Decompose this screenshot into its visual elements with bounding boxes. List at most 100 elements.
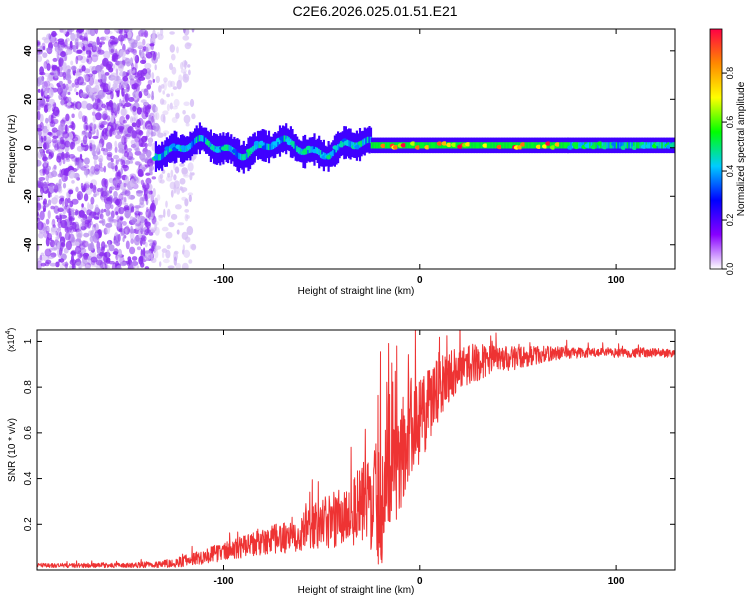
heatmap-cell [57, 207, 64, 213]
heatmap-cell [146, 84, 151, 90]
heatmap-cell [100, 147, 106, 152]
heatmap-cell [39, 98, 46, 108]
heatmap-cell [45, 47, 53, 53]
heatmap-cell [179, 178, 186, 185]
heatmap-cell [124, 57, 131, 64]
heatmap-cell [114, 232, 119, 241]
heatmap-cell [47, 73, 52, 83]
heatmap-cell [493, 142, 496, 149]
heatmap-cell [86, 103, 93, 111]
heatmap-cell [283, 135, 286, 142]
heatmap-cell [101, 103, 106, 109]
heatmap-cell [78, 43, 84, 48]
heatmap-cell [140, 59, 147, 64]
heatmap-cell [435, 142, 438, 149]
heatmap-cell [596, 142, 600, 149]
heatmap-cell [37, 221, 44, 231]
heatmap-cell [71, 198, 79, 205]
heatmap-cell [182, 110, 186, 115]
heatmap-cell [37, 179, 44, 189]
heatmap-cell [70, 60, 74, 66]
spectrogram-frame [36, 28, 676, 270]
heatmap-cell [524, 142, 527, 149]
heatmap-cell [109, 216, 114, 224]
heatmap-cell [239, 153, 242, 160]
heatmap-cell [568, 142, 571, 149]
heatmap-cell [625, 142, 628, 149]
heatmap-cell [37, 150, 43, 159]
spectrogram-marks [37, 29, 675, 269]
heatmap-cell [47, 131, 52, 136]
heatmap-cell [42, 128, 48, 134]
heatmap-cell [373, 142, 377, 149]
heatmap-cell [128, 74, 133, 80]
heatmap-cell [99, 124, 105, 129]
heatmap-cell [148, 70, 151, 75]
heatmap-cell [595, 142, 598, 149]
heatmap-cell [129, 246, 136, 255]
heatmap-cell [92, 102, 97, 108]
heatmap-cell [85, 87, 89, 93]
heatmap-cell [154, 226, 160, 236]
heatmap-cell [428, 142, 431, 149]
heatmap-cell [93, 159, 97, 166]
heatmap-cell [139, 51, 145, 59]
heatmap-cell [55, 261, 60, 268]
heatmap-cell [83, 255, 88, 260]
heatmap-cell [52, 241, 58, 250]
heatmap-cell [103, 208, 107, 213]
heatmap-cell [63, 76, 66, 80]
heatmap-cell [43, 37, 50, 44]
heatmap-cell [173, 174, 177, 181]
heatmap-cell [47, 191, 51, 199]
heatmap-cell [294, 144, 297, 151]
heatmap-cell [149, 43, 155, 47]
heatmap-cell [60, 51, 66, 58]
heatmap-cell [195, 136, 198, 143]
heatmap-cell [125, 240, 130, 250]
heatmap-cell [256, 142, 260, 149]
heatmap-cell [145, 177, 152, 185]
heatmap-cell [504, 142, 507, 149]
heatmap-cell [118, 82, 122, 90]
heatmap-cell [37, 211, 40, 217]
heatmap-cell [147, 79, 153, 86]
heatmap-cell [144, 241, 148, 248]
heatmap-cell [377, 142, 380, 149]
y-tick-label: 40 [23, 45, 34, 57]
heatmap-cell [61, 173, 68, 183]
heatmap-cell [43, 142, 47, 151]
heatmap-cell [134, 212, 138, 218]
heatmap-cell [183, 174, 190, 178]
heatmap-cell [104, 35, 110, 41]
heatmap-cell [37, 243, 40, 252]
heatmap-cell [106, 153, 113, 161]
heatmap-cell [133, 235, 141, 246]
heatmap-cell [147, 252, 154, 259]
heatmap-cell [95, 107, 103, 111]
heatmap-cell [134, 54, 140, 64]
heatmap-cell [62, 83, 66, 90]
heatmap-cell [145, 209, 152, 218]
heatmap-cell [59, 136, 65, 145]
heatmap-cell [37, 99, 40, 107]
heatmap-cell [110, 48, 115, 54]
heatmap-cell [62, 182, 67, 189]
heatmap-cell [71, 265, 75, 269]
heatmap-cell [38, 223, 42, 231]
heatmap-cell [81, 51, 86, 56]
heatmap-cell [163, 208, 166, 218]
heatmap-cell [45, 259, 52, 265]
heatmap-cell [68, 154, 76, 159]
heatmap-cell [469, 142, 472, 149]
heatmap-cell [117, 130, 120, 135]
heatmap-cell [48, 149, 56, 153]
heatmap-cell [92, 111, 96, 116]
heatmap-cell [165, 148, 168, 156]
heatmap-cell [96, 247, 101, 255]
heatmap-cell [496, 142, 499, 149]
heatmap-cell [316, 147, 319, 154]
heatmap-cell [123, 136, 128, 144]
heatmap-cell [102, 57, 109, 67]
heatmap-cell [127, 190, 131, 200]
